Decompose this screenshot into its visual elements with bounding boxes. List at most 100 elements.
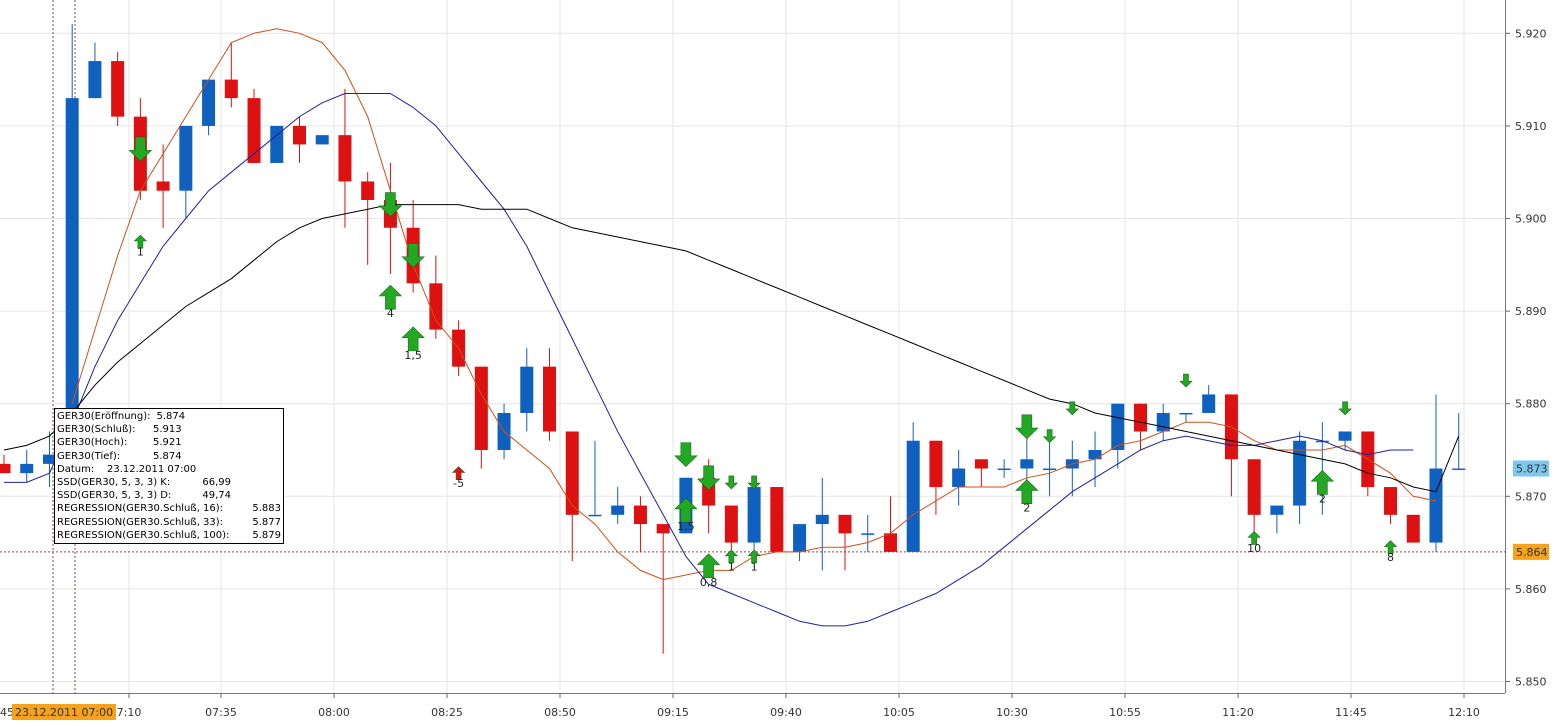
signals: 1 4 1,5 -5 1,5 0,8 1 1 2 10 2 8 — [128, 136, 1398, 589]
signal-label: 10 — [1247, 542, 1261, 555]
candle-body — [1315, 440, 1329, 443]
x-tick-label: 08:25 — [431, 706, 463, 719]
candle-body — [1043, 468, 1057, 471]
candle-body — [588, 514, 602, 517]
x-tick-label: 12:10 — [1448, 706, 1480, 719]
candle-body — [793, 524, 807, 552]
candle-body — [247, 98, 261, 163]
candle-body — [361, 181, 375, 200]
x-tick-label: 09:15 — [657, 706, 689, 719]
buy-arrow-icon — [674, 497, 698, 523]
buy-arrow-icon — [1015, 479, 1039, 504]
candle-body — [770, 487, 784, 552]
candle-body — [338, 135, 352, 182]
candle-body — [929, 440, 943, 488]
candle-body — [883, 533, 897, 552]
candle-body — [861, 533, 875, 535]
candle-body — [611, 505, 625, 515]
sell-arrow-icon — [724, 475, 739, 490]
candle-body — [1384, 487, 1398, 515]
candle-body — [906, 440, 920, 552]
candle-body — [42, 454, 56, 464]
candle-body — [952, 468, 966, 488]
info-row-high: GER30(Hoch): 5.921 — [57, 437, 182, 449]
x-tick-label: 45 — [0, 706, 14, 719]
regression-line — [3, 204, 1460, 493]
sell-arrow-icon — [1065, 401, 1080, 416]
regression-line — [4, 93, 1414, 627]
signal-label: 8 — [1387, 551, 1394, 564]
x-tick-label: 07:35 — [205, 706, 237, 719]
candle-body — [270, 125, 284, 163]
last-price-label: 5.873 — [1516, 463, 1548, 476]
crosshair-info-box: GER30(Eröffnung): 5.874 GER30(Schluß): 5.9… — [54, 408, 284, 545]
candle-body — [1156, 412, 1170, 432]
candle-body — [20, 463, 34, 474]
info-row-close: GER30(Schluß): 5.913 — [57, 424, 182, 436]
x-tick-label: 08:00 — [318, 706, 350, 719]
sell-arrow-icon — [674, 442, 698, 468]
sell-arrow-icon — [128, 136, 153, 162]
candle-body — [292, 125, 306, 145]
signal-label: 0,8 — [700, 576, 718, 589]
signal-label: 1 — [751, 560, 758, 573]
candle-body — [747, 487, 761, 543]
buy-arrow-icon — [1310, 469, 1335, 495]
candle-body — [111, 61, 125, 117]
prev-price-label-bg — [1513, 543, 1549, 560]
sell-arrow-icon — [1042, 429, 1057, 444]
candle-body — [65, 98, 79, 460]
info-row-open: GER30(Eröffnung): 5.874 — [57, 411, 186, 422]
candle-body — [815, 514, 829, 525]
buy-arrow-icon — [724, 549, 739, 564]
candle-body — [1247, 459, 1261, 515]
info-row-reg100: REGRESSION(GER30.Schluß, 100): 5.879 — [57, 529, 281, 541]
sell-arrow-icon — [747, 475, 761, 490]
candle-body — [474, 366, 488, 450]
candle-body — [88, 61, 102, 99]
sell-arrow-icon — [1179, 373, 1193, 388]
candle-body — [0, 463, 11, 474]
x-tick-label: 10:55 — [1109, 706, 1141, 719]
candle-body — [156, 181, 170, 191]
sell-arrow-icon — [1015, 414, 1039, 440]
candle-body — [543, 366, 557, 432]
candle-body — [1429, 468, 1443, 543]
candle-body — [974, 459, 988, 469]
x-axis-area — [0, 693, 1556, 722]
signal-label: 1,5 — [677, 520, 695, 533]
buy-arrow-icon — [401, 326, 425, 352]
x-tick-label: 10:05 — [883, 706, 915, 719]
signal-label: 2 — [1023, 502, 1030, 515]
last-price-label-bg — [1513, 460, 1549, 477]
signal-label: -5 — [453, 477, 464, 490]
info-row-reg33: REGRESSION(GER30.Schluß, 33): 5.877 — [57, 516, 281, 528]
candle-body — [315, 135, 329, 145]
candle-body — [1088, 450, 1102, 460]
sell-arrow-icon — [696, 465, 721, 491]
date-marker-bg — [12, 704, 116, 720]
sell-arrow-icon — [1338, 401, 1352, 416]
buy-arrow-icon — [747, 549, 761, 564]
candle-body — [224, 79, 238, 99]
y-tick-label: 5.920 — [1515, 27, 1547, 40]
buy-arrow-icon — [451, 466, 466, 480]
candle-body — [838, 514, 852, 534]
buy-arrow-icon — [133, 234, 148, 249]
candle-body — [1452, 468, 1466, 471]
signal-label: 1,5 — [404, 349, 422, 362]
candle-body — [1202, 394, 1216, 413]
x-tick-label: 10:30 — [996, 706, 1028, 719]
signal-label: 2 — [1319, 492, 1326, 505]
date-marker-label: 23.12.2011 07:00 — [15, 706, 113, 719]
candle-body — [1270, 505, 1284, 515]
y-tick-label: 5.870 — [1515, 490, 1547, 503]
sell-arrow-icon — [378, 192, 403, 218]
buy-arrow-icon — [1247, 531, 1261, 545]
info-row-reg16: REGRESSION(GER30.Schluß, 16): 5.883 — [57, 503, 281, 515]
candle-body — [1111, 403, 1125, 450]
info-row-ssd-k: SSD(GER30, 5, 3, 3) K: 66,99 — [57, 477, 231, 489]
x-tick-label: 7:10 — [117, 706, 142, 719]
